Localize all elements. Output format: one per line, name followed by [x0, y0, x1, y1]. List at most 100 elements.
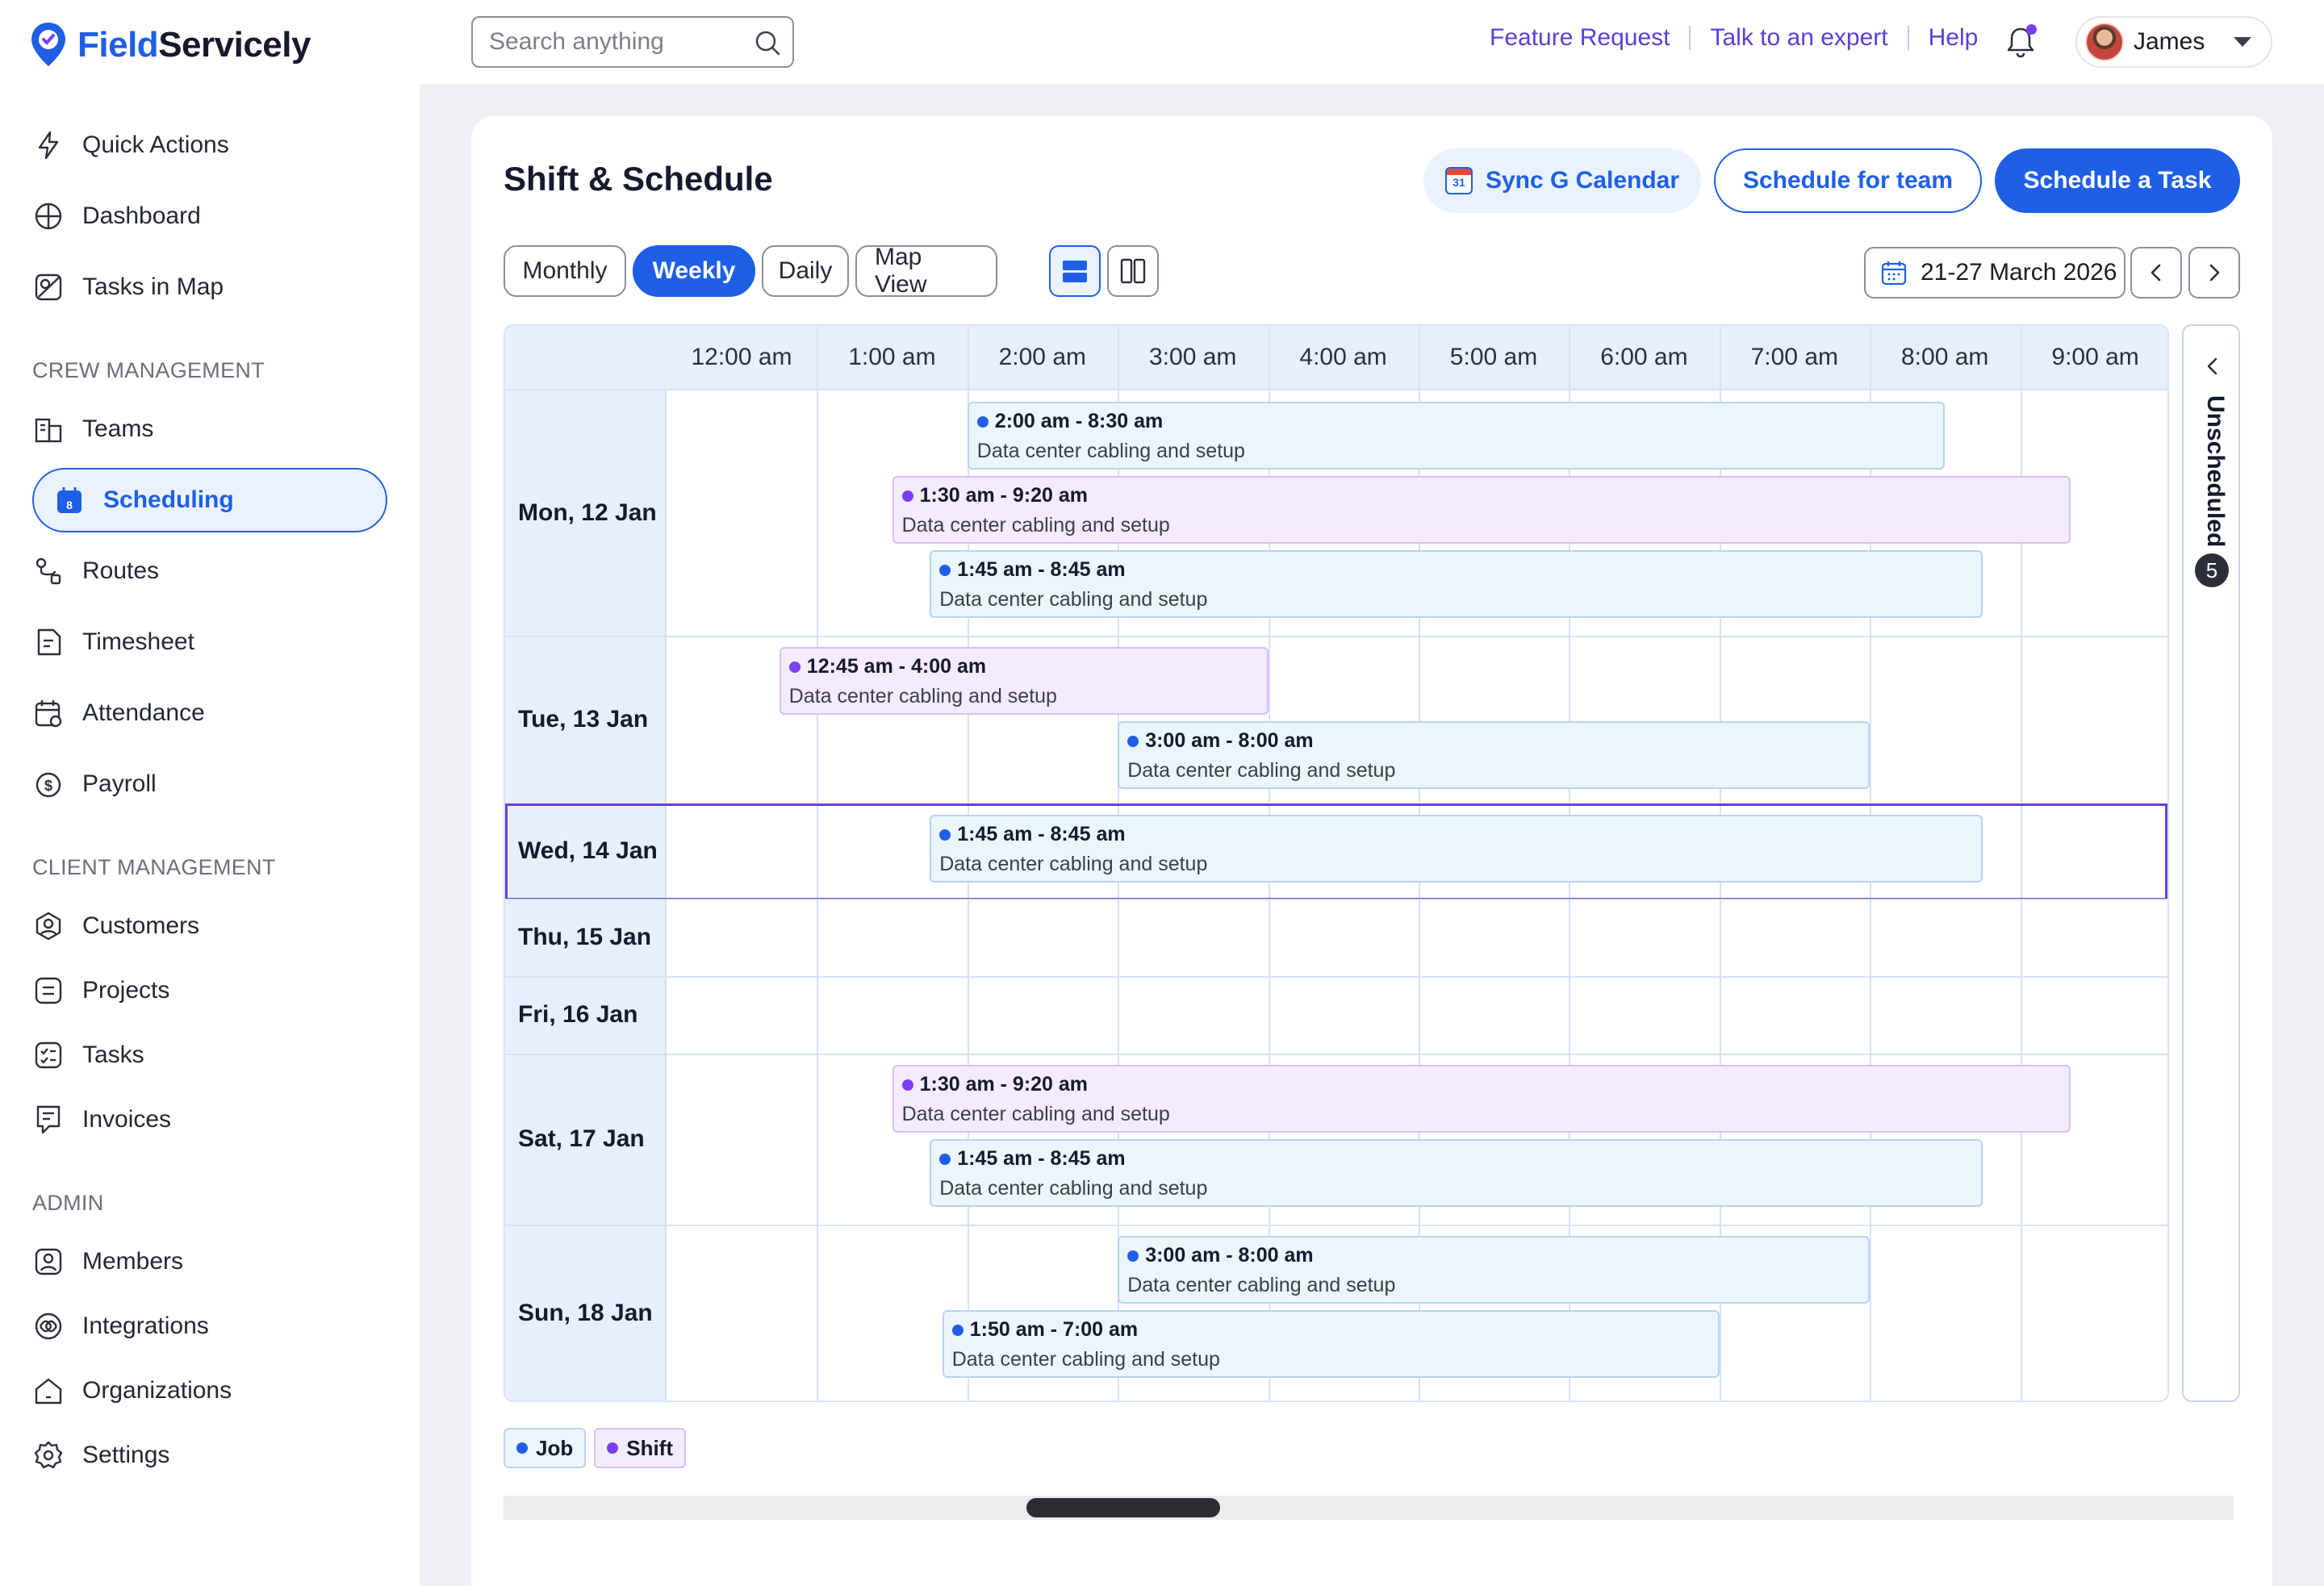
- notifications-button[interactable]: [2003, 24, 2038, 60]
- sidebar-item-projects[interactable]: Projects: [32, 958, 387, 1023]
- hour-label: 9:00 am: [2051, 344, 2139, 370]
- sidebar-item-tasks-in-map[interactable]: Tasks in Map: [32, 255, 387, 319]
- search-icon[interactable]: [754, 29, 781, 56]
- event-description: Data center cabling and setup: [1127, 759, 1396, 782]
- dashboard-icon: [35, 202, 62, 230]
- date-range-picker[interactable]: 21-27 March 2026: [1864, 247, 2125, 298]
- sidebar-item-label: Settings: [82, 1442, 170, 1468]
- event-type-dot: [901, 1079, 913, 1091]
- hour-label: 2:00 am: [998, 344, 1086, 370]
- section-admin: ADMIN: [32, 1191, 104, 1215]
- sidebar-item-payroll[interactable]: $ Payroll: [32, 752, 387, 816]
- day-label: Sun, 18 Jan: [518, 1300, 653, 1326]
- event-time: 1:50 am - 7:00 am: [951, 1318, 1710, 1342]
- hour-label: 5:00 am: [1449, 344, 1538, 370]
- event-type-dot: [901, 490, 913, 502]
- job-event[interactable]: 3:00 am - 8:00 am Data center cabling and…: [1118, 721, 1870, 789]
- calendar-icon: 8: [57, 487, 82, 513]
- hour-label: 4:00 am: [1299, 344, 1387, 370]
- unscheduled-panel[interactable]: Unscheduled 5: [2182, 324, 2240, 1402]
- unscheduled-count-badge: 5: [2195, 553, 2229, 587]
- sidebar-item-label: Quick Actions: [82, 131, 229, 158]
- chevron-down-icon: [2234, 37, 2251, 47]
- event-type-dot: [939, 828, 951, 841]
- hour-label: 12:00 am: [691, 344, 792, 370]
- shift-event[interactable]: 1:30 am - 9:20 am Data center cabling and…: [892, 476, 2071, 544]
- sync-calendar-button[interactable]: 31 Sync G Calendar: [1423, 148, 1701, 213]
- day-row-divider: [505, 899, 2167, 900]
- routes-icon: [36, 557, 61, 585]
- section-client-management: CLIENT MANAGEMENT: [32, 855, 276, 879]
- customers-icon: [36, 912, 61, 941]
- chevron-left-icon[interactable]: [2201, 355, 2224, 378]
- tab-monthly[interactable]: Monthly: [504, 245, 626, 297]
- sidebar-item-tasks[interactable]: Tasks: [32, 1023, 387, 1087]
- tab-weekly[interactable]: Weekly: [633, 245, 755, 297]
- row-layout-button[interactable]: [1049, 245, 1101, 297]
- sidebar-item-members[interactable]: Members: [32, 1229, 387, 1294]
- feature-request-link[interactable]: Feature Request: [1490, 24, 1670, 51]
- sidebar-item-attendance[interactable]: Attendance: [32, 681, 387, 745]
- help-link[interactable]: Help: [1928, 24, 1979, 51]
- schedule-task-button[interactable]: Schedule a Task: [1995, 148, 2240, 213]
- job-event[interactable]: 2:00 am - 8:30 am Data center cabling and…: [967, 402, 1946, 470]
- shift-event[interactable]: 1:30 am - 9:20 am Data center cabling and…: [892, 1065, 2071, 1133]
- event-time: 1:45 am - 8:45 am: [939, 823, 1973, 846]
- sidebar-item-integrations[interactable]: Integrations: [32, 1294, 387, 1359]
- sidebar-item-teams[interactable]: Teams: [32, 397, 387, 461]
- attendance-icon: [35, 700, 62, 728]
- teams-icon: [35, 418, 62, 443]
- sidebar-item-label: Members: [82, 1248, 184, 1275]
- sidebar-item-scheduling[interactable]: 8 Scheduling: [32, 468, 387, 532]
- top-bar: FieldServicely Feature Request Talk to a…: [0, 0, 2324, 84]
- svg-text:$: $: [44, 778, 52, 794]
- event-description: Data center cabling and setup: [976, 440, 1245, 462]
- job-event[interactable]: 1:50 am - 7:00 am Data center cabling and…: [942, 1310, 1720, 1378]
- user-menu[interactable]: James: [2075, 16, 2272, 68]
- job-event[interactable]: 1:45 am - 8:45 am Data center cabling and…: [930, 815, 1983, 883]
- sidebar-item-quick-actions[interactable]: Quick Actions: [32, 113, 387, 177]
- sidebar-item-label: Tasks in Map: [82, 273, 224, 300]
- search-box[interactable]: [471, 16, 794, 68]
- event-type-dot: [951, 1324, 963, 1336]
- sidebar-item-timesheet[interactable]: Timesheet: [32, 610, 387, 674]
- tab-map-view[interactable]: Map View: [855, 244, 997, 298]
- sidebar-item-invoices[interactable]: Invoices: [32, 1087, 387, 1152]
- sidebar-item-organizations[interactable]: Organizations: [32, 1359, 387, 1423]
- app-logo[interactable]: FieldServicely: [29, 21, 311, 69]
- day-row-divider: [505, 976, 2167, 978]
- hour-gridline: [817, 326, 819, 1400]
- job-event[interactable]: 3:00 am - 8:00 am Data center cabling and…: [1118, 1236, 1870, 1304]
- date-range-label: 21-27 March 2026: [1921, 259, 2117, 286]
- sidebar-item-customers[interactable]: Customers: [32, 894, 387, 958]
- shift-event[interactable]: 12:45 am - 4:00 am Data center cabling an…: [779, 647, 1269, 715]
- sidebar-item-settings[interactable]: Settings: [32, 1423, 387, 1488]
- scrollbar-thumb[interactable]: [1026, 1498, 1220, 1517]
- search-input[interactable]: [489, 28, 747, 56]
- horizontal-scrollbar[interactable]: [504, 1496, 2234, 1520]
- job-event[interactable]: 1:45 am - 8:45 am Data center cabling and…: [930, 550, 1983, 618]
- talk-to-expert-link[interactable]: Talk to an expert: [1710, 24, 1888, 51]
- event-time: 1:45 am - 8:45 am: [939, 1147, 1973, 1171]
- legend-job: Job: [504, 1428, 587, 1468]
- invoices-icon: [36, 1105, 61, 1134]
- divider: [1689, 26, 1691, 50]
- next-week-button[interactable]: [2188, 247, 2240, 298]
- day-label: Fri, 16 Jan: [518, 1001, 638, 1028]
- bell-icon: [2007, 27, 2034, 58]
- tab-daily[interactable]: Daily: [762, 245, 849, 297]
- legend: Job Shift: [504, 1428, 686, 1468]
- columns-layout-icon: [1120, 258, 1146, 284]
- sidebar-item-label: Customers: [82, 912, 200, 939]
- previous-week-button[interactable]: [2130, 247, 2182, 298]
- schedule-for-team-button[interactable]: Schedule for team: [1714, 148, 1982, 213]
- day-row-divider: [505, 1225, 2167, 1226]
- job-event[interactable]: 1:45 am - 8:45 am Data center cabling and…: [930, 1139, 1983, 1207]
- column-layout-button[interactable]: [1107, 245, 1159, 297]
- tasks-icon: [35, 1041, 62, 1069]
- sidebar-item-dashboard[interactable]: Dashboard: [32, 184, 387, 248]
- sidebar-item-routes[interactable]: Routes: [32, 539, 387, 603]
- chevron-right-icon: [2209, 264, 2220, 282]
- page-title: Shift & Schedule: [504, 160, 773, 198]
- logo-text: FieldServicely: [77, 25, 311, 65]
